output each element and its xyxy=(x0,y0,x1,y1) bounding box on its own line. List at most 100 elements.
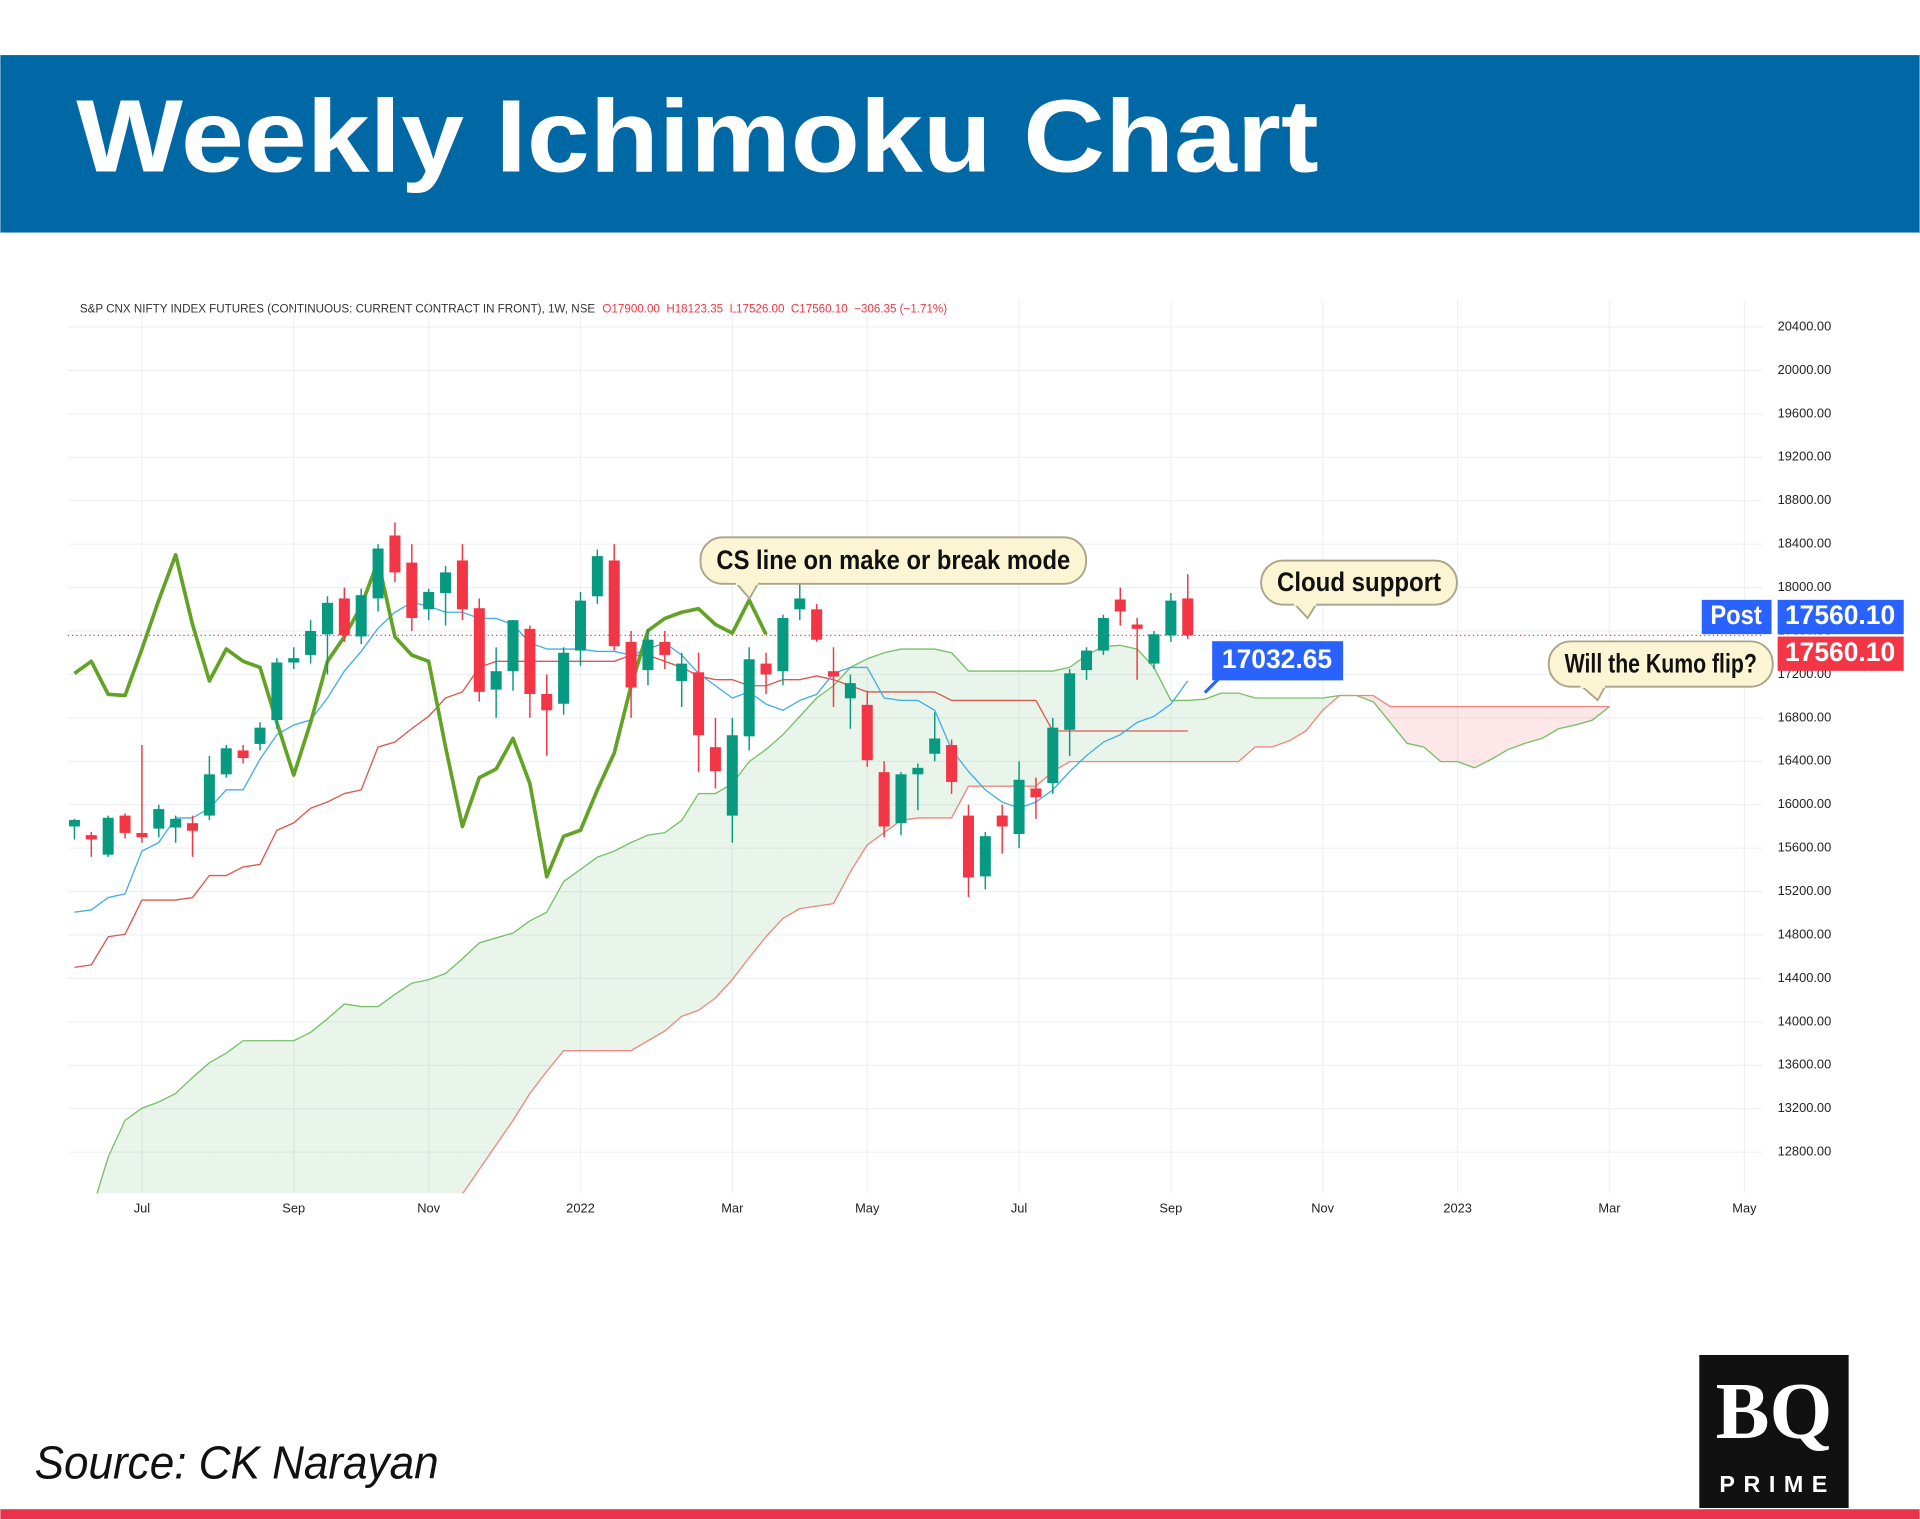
candle-body xyxy=(1165,600,1177,636)
candles xyxy=(68,522,1194,898)
annotation-patch xyxy=(1580,682,1606,688)
y-tick-label: 20400.00 xyxy=(1778,318,1832,333)
candle-body xyxy=(642,639,654,671)
cloud-fill xyxy=(259,1040,277,1194)
candle-body xyxy=(85,835,97,840)
candle-body xyxy=(1064,673,1076,730)
cloud-fill xyxy=(1373,695,1391,723)
candle-body xyxy=(743,659,755,737)
candle-body xyxy=(777,617,789,672)
cloud-fill xyxy=(141,1101,159,1194)
y-tick-label: 19600.00 xyxy=(1778,405,1832,420)
x-tick-label: May xyxy=(1732,1201,1757,1216)
source-note: Source: CK Narayan xyxy=(35,1437,439,1489)
candle-body xyxy=(440,572,452,594)
cloud-fill xyxy=(749,749,767,958)
cloud-fill xyxy=(108,1120,126,1194)
candle-body xyxy=(389,535,401,573)
y-tick-label: 19200.00 xyxy=(1778,449,1832,464)
cloud-fill xyxy=(378,994,395,1194)
candle-body xyxy=(355,595,367,637)
cloud-fill xyxy=(799,698,817,909)
cloud-fill xyxy=(934,649,952,818)
cloud-fill xyxy=(209,1053,227,1194)
x-tick-label: Nov xyxy=(1311,1201,1334,1216)
candle-body xyxy=(676,663,688,681)
y-tick-label: 14400.00 xyxy=(1778,970,1832,985)
candle-body xyxy=(136,832,148,838)
annotation: Will the Kumo flip? xyxy=(1565,648,1757,678)
page-title: Weekly Ichimoku Chart xyxy=(76,78,1318,193)
x-tick-label: Sep xyxy=(282,1201,305,1216)
cloud-fill xyxy=(327,1004,345,1194)
cloud-fill xyxy=(445,958,463,1194)
cloud-fill xyxy=(428,973,446,1194)
cloud-fill xyxy=(361,1006,379,1194)
x-tick-label: Mar xyxy=(721,1201,744,1216)
y-tick-label: 18800.00 xyxy=(1778,492,1832,507)
candle-body xyxy=(912,767,924,775)
cloud-fill xyxy=(496,933,514,1145)
header-band xyxy=(0,55,1920,233)
cloud-fill xyxy=(529,912,547,1094)
candle-body xyxy=(1030,788,1042,798)
candle-body xyxy=(726,735,738,816)
cloud-fill xyxy=(344,1004,362,1194)
x-tick-label: Jul xyxy=(134,1201,150,1216)
y-tick-label: 14800.00 xyxy=(1778,926,1832,941)
candle-body xyxy=(659,641,671,655)
x-tick-label: Jul xyxy=(1011,1201,1027,1216)
annotation-bubble xyxy=(699,536,1087,585)
cloud-fill xyxy=(985,671,1003,787)
annotation-bubble xyxy=(1547,640,1774,688)
candle-body xyxy=(996,815,1008,827)
cloud-fill xyxy=(1137,649,1155,762)
candle-body xyxy=(1131,624,1143,629)
cloud-fill xyxy=(1474,706,1492,768)
cloud-fill xyxy=(1390,706,1408,744)
y-tick-label: 18400.00 xyxy=(1778,536,1832,551)
candle-body xyxy=(625,641,637,688)
logo-text: BQ xyxy=(1716,1367,1833,1456)
candle-body xyxy=(794,598,806,610)
candle-body xyxy=(338,598,350,636)
candle-body xyxy=(456,560,468,610)
y-tick-label: 12800.00 xyxy=(1778,1144,1832,1159)
cloud-fill xyxy=(462,942,480,1194)
cloud-fill xyxy=(411,979,429,1194)
x-tick-label: May xyxy=(855,1201,880,1216)
cloud-fill xyxy=(310,1018,328,1194)
cloud-fill xyxy=(1238,693,1256,762)
y-tick-label: 13600.00 xyxy=(1778,1057,1832,1072)
ohlc-label: O17900.00 H18123.35 L17526.00 C17560.10 … xyxy=(602,303,947,316)
callout-box xyxy=(1212,641,1344,681)
cloud-fill xyxy=(243,1040,260,1194)
indicator-line xyxy=(73,552,768,879)
candle-body xyxy=(473,608,485,692)
cloud-fill xyxy=(732,761,750,980)
y-tick-label: 16400.00 xyxy=(1778,753,1832,768)
candle-body xyxy=(979,836,991,877)
candle-body xyxy=(1182,598,1194,636)
cloud-fill xyxy=(125,1108,142,1194)
y-tick-label: 16800.00 xyxy=(1778,709,1832,724)
cloud-fill xyxy=(479,937,497,1170)
candle-body xyxy=(237,750,249,759)
candle-body xyxy=(709,747,721,772)
candle-body xyxy=(946,745,958,782)
annotation-patch xyxy=(1294,600,1317,606)
cloud-fill xyxy=(1558,706,1576,729)
cloud-fill xyxy=(917,649,935,818)
y-tick-label: 13200.00 xyxy=(1778,1100,1832,1115)
annotation-bubble xyxy=(1260,559,1458,606)
cloud-fill xyxy=(563,869,581,1051)
grid xyxy=(67,299,1763,1194)
cloud-fill xyxy=(681,793,699,1017)
cloud-fill xyxy=(91,1157,109,1194)
annotation-tail xyxy=(734,580,761,601)
candle-body xyxy=(895,774,907,824)
cloud-fill xyxy=(1120,645,1138,762)
annotation: CS line on make or break mode xyxy=(716,545,1070,575)
candle-body xyxy=(423,591,435,610)
